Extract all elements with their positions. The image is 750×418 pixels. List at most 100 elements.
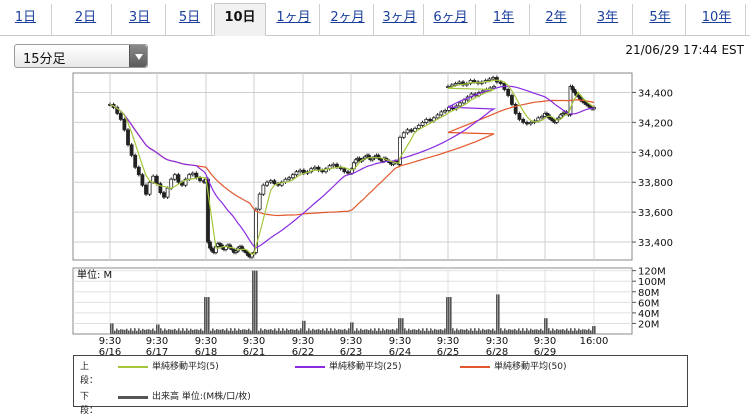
candle-body <box>133 154 138 168</box>
volume-bar <box>222 328 224 334</box>
volume-bar <box>456 328 458 334</box>
volume-bar <box>568 330 570 334</box>
x-time-label: 9:30 <box>486 336 508 347</box>
volume-bar <box>376 330 378 334</box>
volume-bar <box>354 330 356 334</box>
volume-bar <box>534 329 536 334</box>
volume-bar <box>132 330 134 334</box>
volume-bar <box>428 330 430 334</box>
volume-bar <box>296 328 298 334</box>
legend-ma50-label: 単純移動平均(50) <box>494 362 567 372</box>
tab-1日[interactable]: 1日 <box>0 4 52 36</box>
candle-body <box>446 86 450 88</box>
volume-bar <box>228 330 230 334</box>
volume-bar <box>254 270 256 334</box>
tab-1ヶ月[interactable]: 1ヶ月 <box>268 4 320 36</box>
volume-bar <box>370 328 372 334</box>
volume-bar <box>472 330 474 334</box>
volume-bar <box>148 329 150 334</box>
volume-bar <box>156 324 158 334</box>
volume-bar <box>470 328 472 334</box>
volume-bar <box>578 328 580 334</box>
tab-10年[interactable]: 10年 <box>688 4 746 36</box>
candle-body <box>331 163 336 167</box>
volume-bar <box>580 330 582 334</box>
x-date-label: 6/17 <box>146 347 168 358</box>
tab-2年[interactable]: 2年 <box>532 4 581 36</box>
volume-bar <box>352 322 354 334</box>
candle-body <box>472 80 477 83</box>
x-date-label: 6/25 <box>437 347 459 358</box>
volume-bar <box>312 328 314 334</box>
volume-bar <box>498 294 500 334</box>
volume-bar <box>338 329 340 334</box>
candle-body <box>405 129 410 134</box>
volume-bar <box>414 329 416 334</box>
interval-dropdown[interactable]: 15分足 <box>14 44 148 68</box>
candle-body <box>528 121 533 125</box>
tab-3日[interactable]: 3日 <box>114 4 166 36</box>
x-time-label: 16:00 <box>580 336 609 347</box>
chevron-down-icon[interactable] <box>129 45 147 67</box>
x-time-label: 9:30 <box>389 336 411 347</box>
candle-body <box>115 107 120 114</box>
volume-bar <box>406 330 408 334</box>
candle-body <box>521 118 526 123</box>
volume-bar <box>454 330 456 334</box>
volume-bar <box>242 329 244 334</box>
candle-body <box>536 117 541 122</box>
legend-ma5-swatch <box>118 366 148 368</box>
volume-bar <box>594 326 596 334</box>
tab-3ヶ月[interactable]: 3ヶ月 <box>376 4 424 36</box>
volume-bar <box>504 328 506 334</box>
volume-bar <box>300 328 302 334</box>
volume-bar <box>522 328 524 334</box>
volume-bar <box>316 329 318 334</box>
x-time-label: 9:30 <box>437 336 459 347</box>
volume-bar <box>162 330 164 334</box>
volume-bar <box>452 328 454 334</box>
tab-10日[interactable]: 10日 <box>214 3 266 36</box>
legend-ma5-label: 単純移動平均(5) <box>152 362 219 372</box>
volume-bar <box>152 328 154 334</box>
volume-bar <box>576 330 578 334</box>
volume-bar <box>286 328 288 334</box>
candle-body <box>572 89 577 93</box>
tab-6ヶ月[interactable]: 6ヶ月 <box>426 4 476 36</box>
legend-box: 上段： 単純移動平均(5) 単純移動平均(25) 単純移動平均(50) 下段： … <box>73 355 688 416</box>
candle-body <box>409 129 414 132</box>
tab-1年[interactable]: 1年 <box>478 4 530 36</box>
legend-upper-label: 上段： <box>80 362 99 386</box>
volume-bar <box>120 329 122 334</box>
period-tabbar: 1日 2日 3日 5日 10日 1ヶ月 2ヶ月 3ヶ月 6ヶ月 1年 2年 3年 5年 10年 <box>0 0 750 36</box>
volume-bar <box>372 330 374 334</box>
volume-bar <box>392 329 394 334</box>
volume-bar <box>116 328 118 334</box>
tab-2ヶ月[interactable]: 2ヶ月 <box>322 4 374 36</box>
volume-bar <box>130 328 132 334</box>
tab-5年[interactable]: 5年 <box>635 4 686 36</box>
legend-ma25-swatch <box>295 366 325 368</box>
candle-body <box>342 168 347 173</box>
volume-bar <box>572 330 574 334</box>
volume-bar <box>134 328 136 334</box>
candle-body <box>290 174 295 179</box>
volume-bar <box>476 330 478 334</box>
ma5-line <box>109 79 595 255</box>
volume-bar <box>556 328 558 334</box>
volume-bar <box>324 330 326 334</box>
candle-body <box>140 174 145 186</box>
candle-body <box>453 83 458 86</box>
volume-bar <box>210 330 212 334</box>
candle-body <box>165 187 170 198</box>
tab-3年[interactable]: 3年 <box>583 4 633 36</box>
volume-bar <box>550 330 552 334</box>
tab-2日[interactable]: 2日 <box>60 4 112 36</box>
volume-bar <box>302 320 304 334</box>
tab-5日[interactable]: 5日 <box>168 4 212 36</box>
volume-bar <box>282 328 284 334</box>
ma25-line <box>109 85 595 249</box>
volume-bar <box>232 330 234 334</box>
candle-body <box>540 115 544 119</box>
volume-bar <box>436 329 438 334</box>
